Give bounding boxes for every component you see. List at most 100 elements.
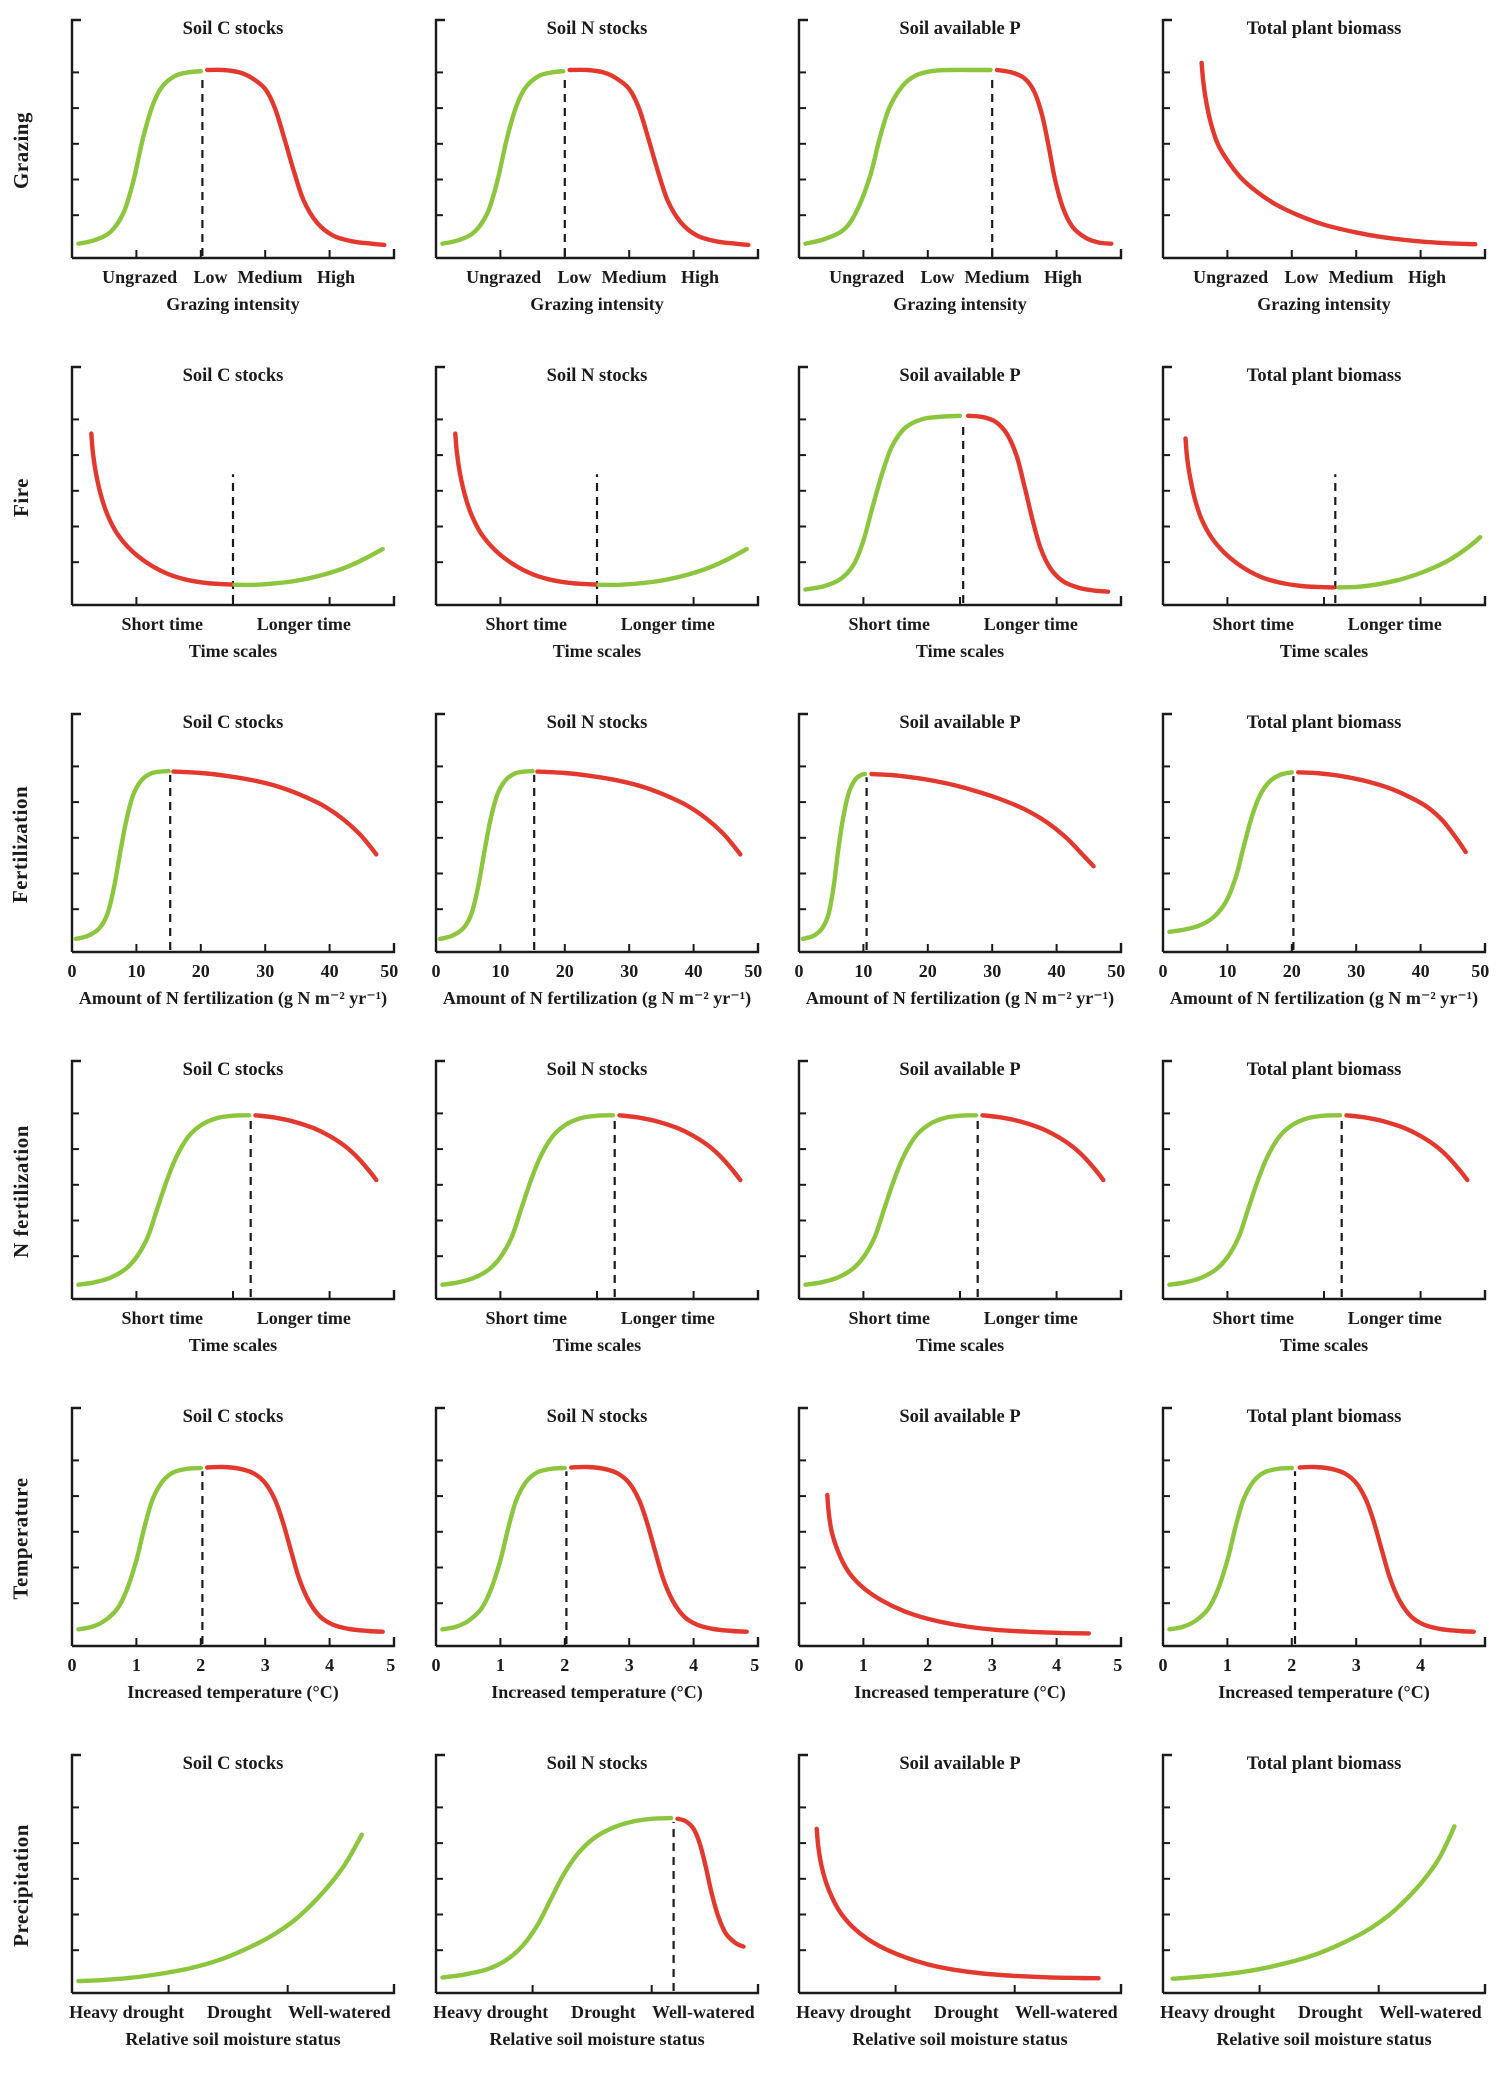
curve-red-segment [534,769,743,857]
x-axis-label: Amount of N fertilization (g N m⁻² yr⁻¹) [443,988,751,1009]
x-tick-label: 1 [1223,1655,1232,1675]
chart-panel-r4c3: Soil available P Short time Longer time Tim… [770,1041,1134,1388]
y-axis [798,1406,809,1646]
curve-red-segment [253,1113,379,1183]
x-axis-label: Amount of N fertilization (g N m⁻² yr⁻¹) [1170,988,1478,1009]
x-tick-label: 10 [855,961,873,981]
x-tick-label: 10 [1219,961,1237,981]
panel-title: Soil N stocks [546,1060,647,1080]
chart-panel-r5c4: Total plant biomass 0 1 2 3 4 Increased temper… [1133,1388,1497,1735]
curve-green-segment [803,1113,979,1287]
x-tick-label: Longer time [984,1308,1078,1328]
curve-green-segment [437,768,535,942]
x-tick-label: Ungrazed [1193,267,1268,287]
x-tick-label: Well-watered [1015,2002,1118,2022]
plot-svg: Soil C stocks Short time Longer time Time s… [70,1059,396,1355]
y-axis [70,1753,81,1993]
x-tick-label: Low [557,267,591,287]
row-label-text: Grazing [8,112,33,189]
chart-panel-r1c1: Soil C stocks Ungrazed Low Medium High Grazin… [42,0,406,347]
x-axis-label: Grazing intensity [894,294,1028,314]
curve-green-segment [1167,1113,1343,1287]
y-axis [798,1753,809,1993]
curve-green-segment [1336,535,1483,590]
panel-title: Soil N stocks [546,366,647,386]
x-tick-label: 1 [132,1655,141,1675]
x-axis [71,1290,396,1301]
panel-title: Total plant biomass [1247,1407,1402,1427]
y-axis [434,1059,445,1299]
chart-panel-r1c4: Total plant biomass Ungrazed Low Medium High… [1133,0,1497,347]
x-axis [1163,1637,1487,1648]
x-axis-label: Increased temperature (°C) [127,1682,338,1703]
row-label-text: Temperature [8,1477,33,1600]
x-tick-label: 50 [380,961,398,981]
plot-svg: Soil N stocks Heavy drought Drought Well-wa… [433,1753,759,2049]
x-tick-label: Heavy drought [1160,2002,1275,2022]
panel-title: Soil available P [900,1754,1021,1774]
x-tick-label: 2 [560,1655,569,1675]
curve-green-segment [1167,1465,1295,1632]
figure-row-fertilization: Fertilization Soil C stocks 0 10 20 30 40 50 Amo… [0,694,1497,1041]
x-tick-label: 4 [1052,1655,1061,1675]
plot-svg: Soil N stocks Ungrazed Low Medium High Grazin… [434,18,759,314]
x-tick-label: 4 [1416,1655,1425,1675]
x-axis-label: Increased temperature (°C) [1218,1682,1429,1703]
panel-title: Soil C stocks [183,1754,284,1774]
x-tick-label: 30 [256,961,274,981]
y-axis [1161,1406,1173,1646]
x-axis [1163,1984,1487,1995]
figure-row-grazing: Grazing Soil C stocks Ungrazed Low Medium Hig… [0,0,1497,347]
curve-red-segment [995,67,1114,246]
x-axis [71,1984,396,1995]
x-axis [799,943,1123,954]
x-tick-label: 50 [1108,961,1126,981]
x-tick-label: 10 [127,961,145,981]
plot-svg: Soil N stocks 0 1 2 3 4 5 Increased temperature… [431,1406,759,1703]
x-tick-label: High [681,267,719,287]
panel-title: Soil C stocks [183,1060,284,1080]
y-axis [1161,18,1173,258]
curve-red-segment [825,1492,1092,1636]
x-axis-label: Grazing intensity [166,294,300,314]
x-tick-label: 20 [555,961,573,981]
curve-green-segment [232,546,385,588]
x-tick-label: Ungrazed [102,267,177,287]
x-tick-label: Ungrazed [829,267,904,287]
x-axis [799,596,1123,607]
x-axis-label: Time scales [553,1335,641,1355]
x-tick-label: Well-watered [1379,2002,1482,2022]
panel-title: Soil available P [900,1407,1021,1427]
chart-panel-r4c2: Soil N stocks Short time Longer time Time s… [406,1041,770,1388]
plot-svg: Soil C stocks Heavy drought Drought Well-wa… [69,1753,396,2049]
chart-panel-r3c1: Soil C stocks 0 10 20 30 40 50 Amount of N fert… [42,694,406,1041]
x-tick-label: Well-watered [652,2002,755,2022]
x-tick-label: High [1044,267,1082,287]
x-axis [1163,1290,1487,1301]
curve-red-segment [869,771,1097,869]
curve-red-segment [568,1464,749,1634]
x-tick-label: 0 [795,1655,804,1675]
x-axis-label: Amount of N fertilization (g N m⁻² yr⁻¹) [806,988,1114,1009]
y-axis [70,365,81,605]
curve-red-segment [616,1113,743,1183]
x-tick-label: Heavy drought [796,2002,911,2022]
plot-svg: Soil available P 0 10 20 30 40 50 Amount of N f… [795,712,1126,1009]
x-axis [1163,596,1487,607]
x-tick-label: 1 [859,1655,868,1675]
x-axis [435,943,759,954]
x-tick-label: 0 [431,961,440,981]
chart-panel-r6c3: Soil available P Heavy drought Drought Well… [770,1735,1134,2082]
panel-title: Soil N stocks [546,19,647,39]
plot-svg: Soil C stocks Short time Longer time Time s… [70,365,396,661]
chart-panel-r3c4: Total plant biomass 0 10 20 30 40 50 Amount of … [1133,694,1497,1041]
curve-green-segment [596,546,749,588]
x-tick-label: Longer time [620,614,714,634]
x-tick-label: Low [193,267,227,287]
x-axis [435,1290,759,1301]
y-axis [1161,1059,1173,1299]
row-label: Precipitation [0,1735,42,2082]
x-tick-label: Ungrazed [466,267,541,287]
curve-green-segment [73,768,171,942]
curve-green-segment [76,1113,252,1287]
